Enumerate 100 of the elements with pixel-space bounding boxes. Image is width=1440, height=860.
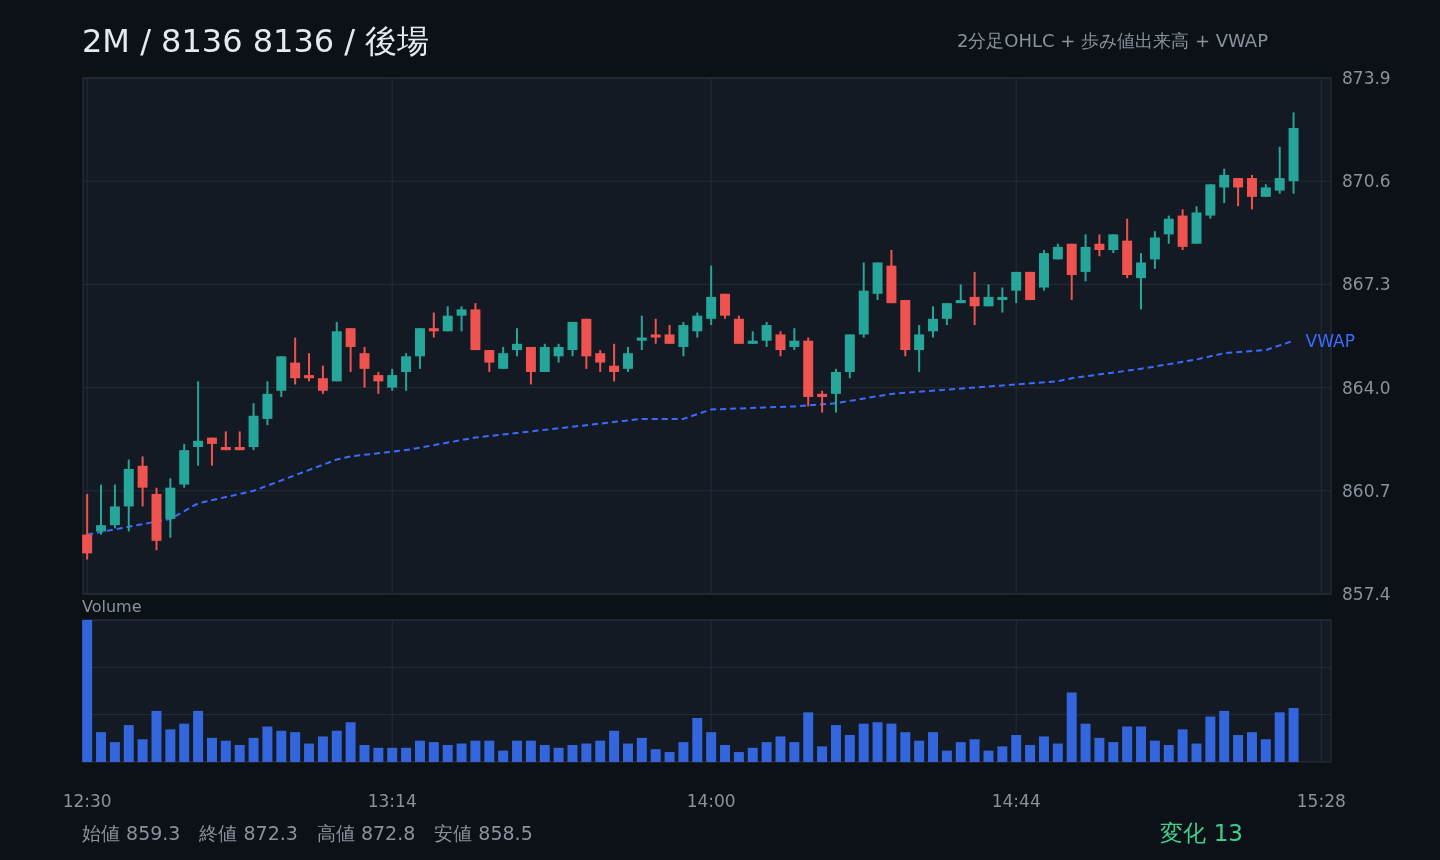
candlestick (109, 483, 120, 530)
candlestick (692, 311, 703, 339)
bar (1205, 716, 1216, 762)
bar (165, 729, 176, 762)
bar (428, 742, 439, 762)
bar (955, 742, 966, 762)
candlestick (997, 286, 1008, 314)
bar (567, 744, 578, 762)
bar (1094, 737, 1105, 762)
bar (1163, 744, 1174, 762)
bar (359, 744, 370, 762)
bar (123, 725, 134, 762)
bar (137, 739, 148, 762)
bar (498, 750, 509, 762)
bar (387, 747, 398, 762)
bar (290, 732, 301, 762)
x-tick-label: 13:14 (367, 791, 417, 811)
bar (997, 746, 1008, 762)
bar (1080, 723, 1091, 762)
candlestick (387, 367, 398, 392)
candlestick (206, 436, 217, 467)
bar (234, 744, 245, 762)
candlestick (622, 345, 633, 373)
candlestick (1163, 214, 1174, 245)
y-tick-label: 860.7 (1342, 480, 1391, 501)
candlestick (941, 302, 952, 327)
bar (414, 740, 425, 762)
candlestick (969, 270, 980, 327)
candlestick (456, 305, 467, 333)
y-tick-label: 867.3 (1342, 274, 1391, 295)
bar (220, 740, 231, 762)
candlestick (664, 324, 675, 345)
bar (609, 730, 620, 762)
candlestick (775, 330, 786, 358)
candlestick (1246, 173, 1257, 211)
candlestick (720, 292, 730, 320)
chart-title: Volume (82, 597, 142, 616)
candlestick (1274, 145, 1285, 195)
bar (761, 742, 772, 762)
candlestick (428, 311, 439, 339)
bar (1149, 740, 1160, 762)
bar (622, 743, 633, 762)
candlestick (553, 342, 564, 364)
candlestick (359, 345, 370, 389)
bar (248, 737, 259, 762)
text: 始値 859.3 終値 872.3 高値 872.8 安値 858.5 (82, 822, 533, 844)
bar (928, 732, 938, 762)
bar (82, 620, 93, 762)
chart-subtitle: 2分足OHLC + 歩み値出来高 + VWAP (956, 30, 1269, 51)
bar (941, 750, 952, 762)
bar (1038, 736, 1049, 762)
candlestick (1011, 270, 1022, 305)
bar (484, 740, 495, 762)
bar (262, 726, 273, 762)
candlestick (650, 317, 661, 345)
x-tick-label: 12:30 (62, 791, 112, 811)
candlestick (761, 320, 772, 348)
bar (331, 730, 342, 762)
bar (525, 740, 536, 762)
bar (317, 736, 328, 762)
x-tick-label: 15:28 (1296, 791, 1346, 811)
bar (1052, 743, 1063, 762)
candlestick (595, 349, 606, 373)
bar (900, 732, 911, 762)
bar (1233, 735, 1244, 762)
y-tick-label: 873.9 (1342, 68, 1391, 88)
candlestick (1108, 233, 1119, 255)
candlestick (317, 364, 328, 395)
candlestick (914, 324, 925, 373)
bar (206, 737, 217, 762)
bar (179, 723, 190, 762)
candlestick (1233, 177, 1244, 208)
bar (969, 739, 980, 762)
bar (1122, 726, 1133, 762)
bar (830, 725, 841, 762)
bar (1246, 732, 1257, 762)
bar (304, 743, 314, 762)
candlestick (193, 380, 204, 467)
bar (1274, 712, 1285, 762)
text: 変化 13 (1160, 820, 1243, 846)
bar (193, 710, 204, 762)
bar (470, 740, 481, 762)
bar (456, 743, 467, 762)
x-tick-label: 14:44 (991, 791, 1041, 811)
bar (581, 743, 592, 762)
bar (373, 747, 384, 762)
bar (650, 749, 661, 762)
bar (553, 747, 564, 762)
bar (401, 747, 412, 762)
bar (1136, 726, 1146, 762)
bar (1219, 710, 1230, 762)
bar (1108, 742, 1119, 762)
candlestick (442, 305, 453, 333)
candlestick (401, 352, 412, 392)
candlestick (928, 305, 938, 339)
bar (844, 735, 855, 762)
candlestick (290, 336, 301, 386)
bar (442, 744, 453, 762)
series-label: VWAP (1305, 330, 1355, 351)
candlestick (484, 349, 495, 373)
